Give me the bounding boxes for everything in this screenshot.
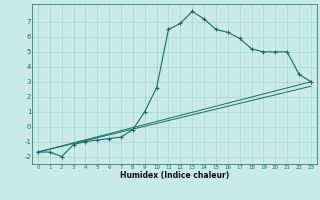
X-axis label: Humidex (Indice chaleur): Humidex (Indice chaleur): [120, 171, 229, 180]
